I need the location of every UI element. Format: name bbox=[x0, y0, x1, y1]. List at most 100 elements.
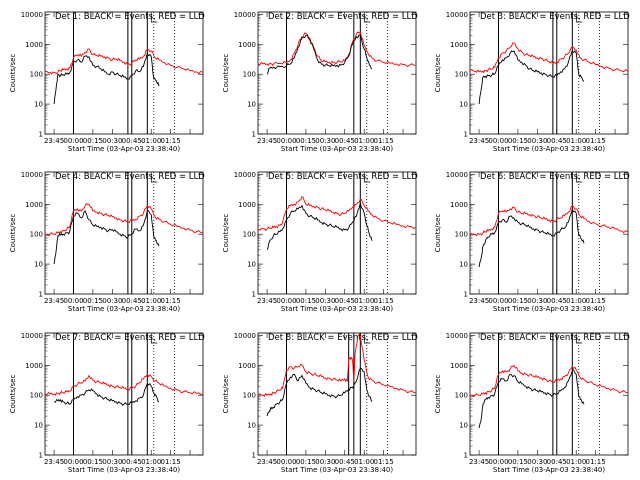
panel-3-xtick-label: 00:45 bbox=[547, 137, 567, 145]
panel-9-xtick-label: 01:15 bbox=[586, 458, 606, 466]
panel-8-frame bbox=[257, 332, 417, 456]
panel-6: Det 6: BLACK = Events, RED = LLD 1 10 100 10… bbox=[434, 171, 630, 313]
panel-9-frame bbox=[469, 332, 629, 456]
panel-7-xtick-label: 00:45 bbox=[122, 458, 142, 466]
panel-8-ytick-label: 1000 bbox=[238, 362, 256, 370]
panel-1-xtick-label: 00:15 bbox=[83, 137, 103, 145]
panel-4-ytick-label: 10000 bbox=[21, 171, 43, 179]
panel-3-xtick-label: 00:00 bbox=[488, 137, 508, 145]
panel-4-xtick-label: 01:15 bbox=[161, 297, 181, 305]
panel-9-xtick-label: 23:45 bbox=[469, 458, 489, 466]
panel-8-ytick-label: 100 bbox=[243, 392, 256, 400]
panel-2-xlabel: Start Time (03-Apr-03 23:38:40) bbox=[281, 145, 393, 153]
panel-2-xtick-label: 01:15 bbox=[374, 137, 394, 145]
panel-1-xtick-label: 00:45 bbox=[122, 137, 142, 145]
panel-3-ytick-label: 1000 bbox=[450, 41, 468, 49]
panel-1-ytick-label: 1000 bbox=[25, 41, 43, 49]
panel-7: Det 7: BLACK = Events, RED = LLD 1 10 100 10… bbox=[9, 332, 205, 474]
panel-6-xtick-label: 01:15 bbox=[586, 297, 606, 305]
panel-1-xtick-label: 01:15 bbox=[161, 137, 181, 145]
panel-6-xtick-label: 01:00 bbox=[566, 297, 586, 305]
panel-3-ytick-label: 10 bbox=[459, 101, 468, 109]
panel-1-xtick-label: 01:00 bbox=[141, 137, 161, 145]
panel-8-xtick-label: 01:00 bbox=[354, 458, 374, 466]
panel-7-frame bbox=[44, 332, 204, 456]
panel-5-series-red bbox=[257, 195, 417, 232]
panel-4-ylabel: Counts/sec bbox=[9, 214, 17, 253]
panel-8-bracket-mark bbox=[363, 335, 371, 344]
panel-7-xtick-label: 00:00 bbox=[63, 458, 83, 466]
panel-3-xtick-label: 23:45 bbox=[469, 137, 489, 145]
panel-6-ytick-label: 1 bbox=[464, 291, 468, 299]
panel-6-ylabel: Counts/sec bbox=[434, 214, 442, 253]
panel-8-title: Det 8: BLACK = Events, RED = LLD bbox=[268, 333, 418, 343]
panel-9-xtick-label: 00:30 bbox=[527, 458, 547, 466]
panel-5-ytick-label: 10 bbox=[247, 261, 256, 269]
panel-9-series-red bbox=[470, 364, 629, 398]
panel-4-xtick-label: 23:45 bbox=[44, 297, 64, 305]
panel-6-xtick-label: 23:45 bbox=[469, 297, 489, 305]
panel-5-xtick-label: 00:30 bbox=[315, 297, 335, 305]
panel-5-xtick-label: 00:15 bbox=[296, 297, 316, 305]
panel-3-series-red bbox=[469, 42, 629, 74]
panel-4-xlabel: Start Time (03-Apr-03 23:38:40) bbox=[68, 305, 180, 313]
panel-8-xtick-label: 00:00 bbox=[276, 458, 296, 466]
panel-9-title: Det 9: BLACK = Events, RED = LLD bbox=[480, 333, 630, 343]
panel-2-xtick-label: 23:45 bbox=[257, 137, 277, 145]
panel-2-ytick-label: 100 bbox=[243, 71, 256, 79]
panel-5-frame bbox=[257, 171, 417, 295]
panel-9: Det 9: BLACK = Events, RED = LLD 1 10 100 10… bbox=[434, 332, 630, 474]
panel-9-series-black bbox=[478, 369, 585, 429]
panel-8-xlabel: Start Time (03-Apr-03 23:38:40) bbox=[281, 466, 393, 474]
panel-7-series-black bbox=[53, 382, 160, 406]
panel-1-ylabel: Counts/sec bbox=[9, 54, 17, 93]
panel-3-xlabel: Start Time (03-Apr-03 23:38:40) bbox=[493, 145, 605, 153]
panel-9-xtick-label: 01:00 bbox=[566, 458, 586, 466]
panel-2-series-red bbox=[257, 31, 416, 68]
panel-6-ytick-label: 1000 bbox=[450, 201, 468, 209]
panel-5-ylabel: Counts/sec bbox=[222, 214, 230, 253]
panel-8-xtick-label: 01:15 bbox=[374, 458, 394, 466]
panel-2-xtick-label: 01:00 bbox=[354, 137, 374, 145]
panel-2-xtick-label: 00:00 bbox=[276, 137, 296, 145]
panel-2-xtick-label: 00:45 bbox=[335, 137, 355, 145]
panel-2-ytick-label: 1 bbox=[252, 131, 256, 139]
panel-8-ytick-label: 10 bbox=[247, 422, 256, 430]
panel-1-ytick-label: 100 bbox=[30, 71, 43, 79]
panel-9-ytick-label: 1 bbox=[464, 452, 468, 460]
panel-6-xtick-label: 00:30 bbox=[527, 297, 547, 305]
panel-6-series-red bbox=[469, 204, 629, 237]
panel-1-xtick-label: 23:45 bbox=[44, 137, 64, 145]
panel-7-ytick-label: 10 bbox=[34, 422, 43, 430]
panel-7-ytick-label: 10000 bbox=[21, 332, 43, 340]
panel-9-ylabel: Counts/sec bbox=[434, 375, 442, 414]
panel-3-ylabel: Counts/sec bbox=[434, 54, 442, 93]
panel-3-bracket-mark bbox=[575, 14, 583, 23]
panel-2-series-black bbox=[266, 34, 373, 75]
panel-7-xtick-label: 01:00 bbox=[141, 458, 161, 466]
panel-7-title: Det 7: BLACK = Events, RED = LLD bbox=[55, 333, 205, 343]
panel-5-series-black bbox=[266, 202, 373, 251]
panel-8-xtick-label: 00:30 bbox=[315, 458, 335, 466]
panel-9-ytick-label: 10 bbox=[459, 422, 468, 430]
panel-6-xtick-label: 00:00 bbox=[488, 297, 508, 305]
panel-4-ytick-label: 1000 bbox=[25, 201, 43, 209]
panel-4-ytick-label: 1 bbox=[39, 291, 43, 299]
panel-7-bracket-mark bbox=[150, 335, 158, 344]
panel-2-ytick-label: 10 bbox=[247, 101, 256, 109]
panel-7-ylabel: Counts/sec bbox=[9, 375, 17, 414]
panel-6-xtick-label: 00:45 bbox=[547, 297, 567, 305]
panel-1-ytick-label: 1 bbox=[39, 131, 43, 139]
panel-7-ytick-label: 1000 bbox=[25, 362, 43, 370]
panel-9-xtick-label: 00:15 bbox=[508, 458, 528, 466]
panel-6-frame bbox=[469, 171, 629, 295]
panel-7-xtick-label: 23:45 bbox=[44, 458, 64, 466]
panel-4-series-red bbox=[45, 203, 204, 237]
panel-7-xtick-label: 01:15 bbox=[161, 458, 181, 466]
panel-6-ytick-label: 100 bbox=[455, 231, 468, 239]
panel-4-xtick-label: 00:15 bbox=[83, 297, 103, 305]
panel-1-ytick-label: 10000 bbox=[21, 11, 43, 19]
panel-9-xlabel: Start Time (03-Apr-03 23:38:40) bbox=[493, 466, 605, 474]
panel-3-title: Det 3: BLACK = Events, RED = LLD bbox=[480, 12, 630, 22]
